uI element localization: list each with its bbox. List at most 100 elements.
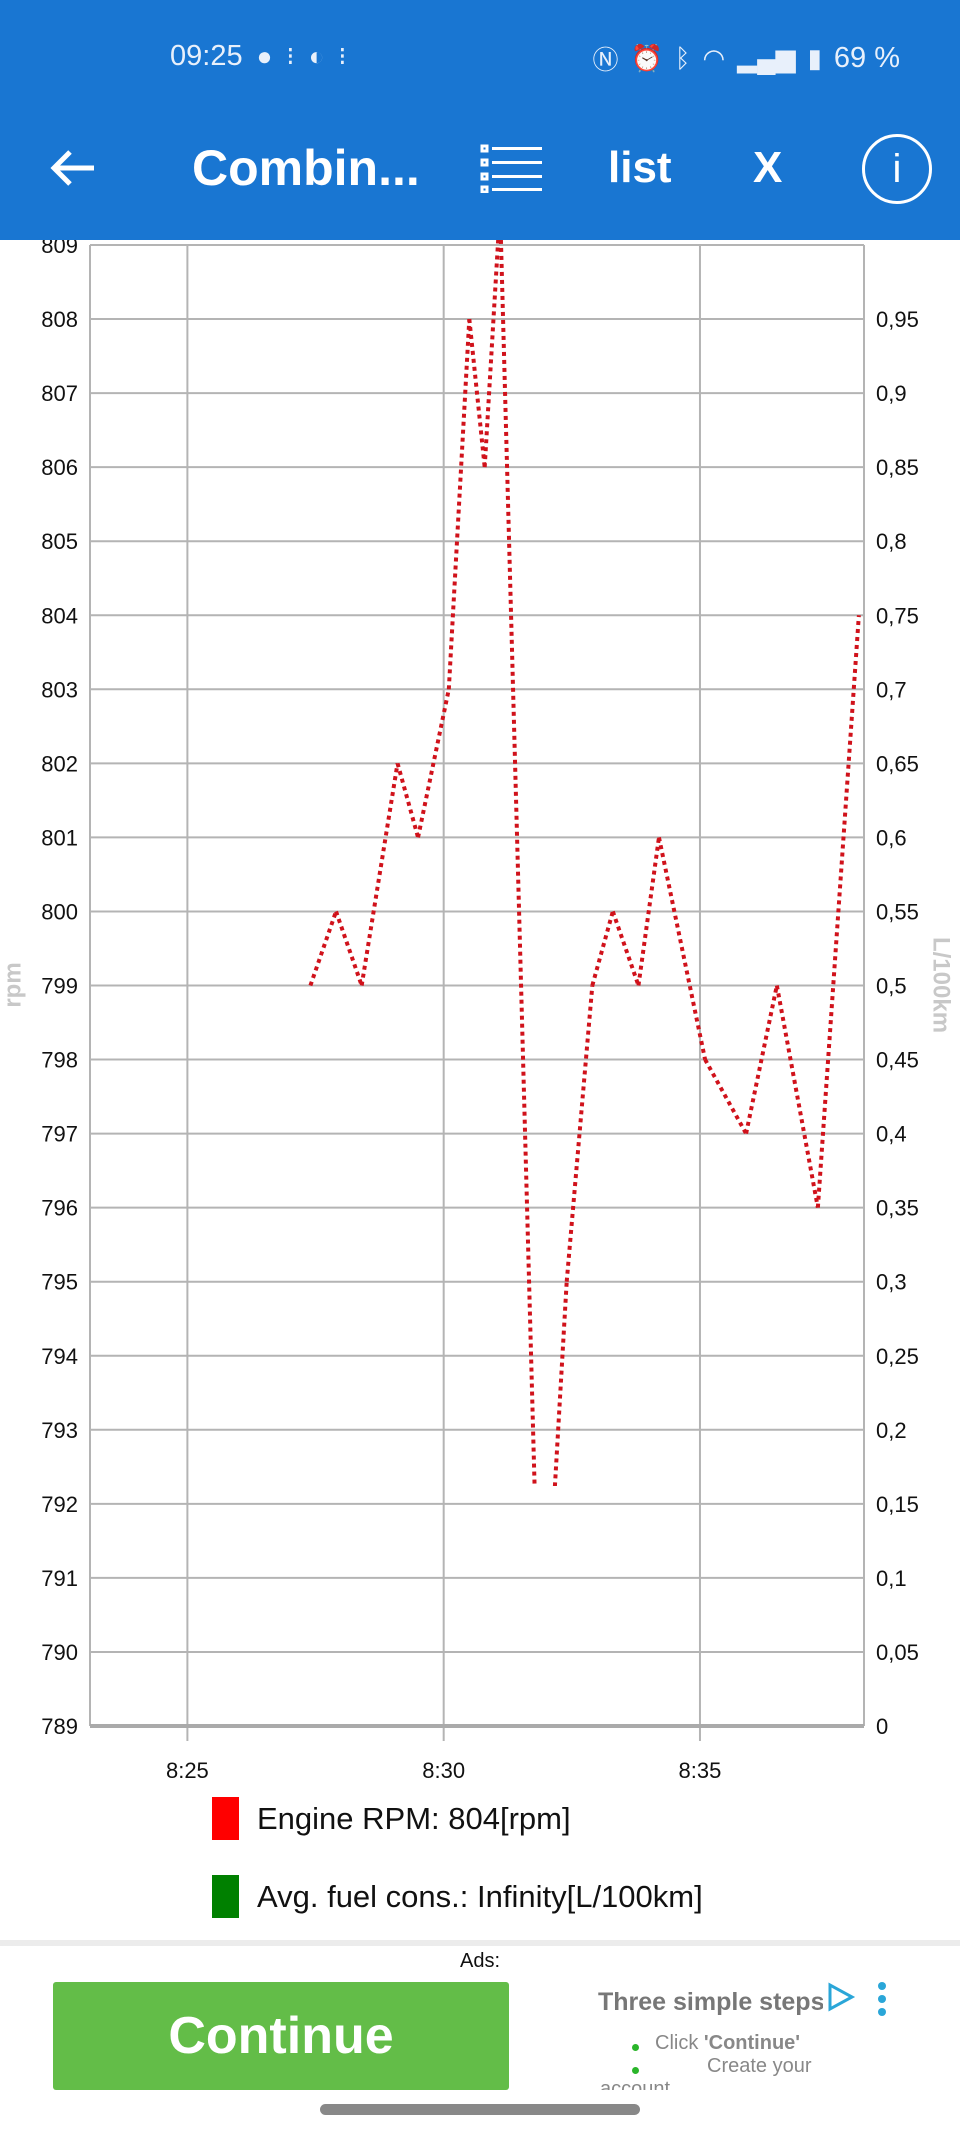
right-tick-label: 0,35 [876,1196,919,1221]
list-view-button[interactable] [480,130,544,206]
left-tick-label: 790 [41,1640,78,1665]
sync-icon: ◐ [308,41,325,71]
right-axis-title: L/100km [928,937,955,1033]
ad-step-2: Create your [707,2055,812,2077]
rpm-line-segment [359,763,400,986]
right-tick-label: 0,45 [876,1048,919,1073]
ad-step-1: Click 'Continue' [655,2032,800,2055]
right-tick-label: 0,3 [876,1270,907,1295]
rpm-line-segment [308,910,338,987]
adchoices-icon[interactable] [826,1982,856,2012]
left-tick-label: 798 [41,1048,78,1073]
right-tick-label: 0,4 [876,1122,907,1147]
signal-icon: ▂▄▆ [737,43,796,73]
clock: 09:25 [170,40,243,72]
rpm-line-segment [744,985,779,1135]
rpm-line-segment [703,1058,748,1135]
right-tick-label: 0,25 [876,1344,919,1369]
bullet-icon [632,2044,639,2051]
list-button[interactable]: list [608,143,672,192]
ad-title[interactable]: Three simple steps [598,1988,823,2016]
legend-label: Engine RPM: 804[rpm] [257,1800,571,1836]
left-tick-label: 793 [41,1418,78,1443]
left-tick-label: 796 [41,1196,78,1221]
bullet-icon [632,2067,639,2074]
left-tick-label: 795 [41,1270,78,1295]
x-tick-label: 8:25 [166,1758,209,1783]
info-button[interactable]: i [862,134,932,204]
rpm-line-segment [334,910,364,987]
left-tick-label: 809 [41,240,78,258]
left-tick-label: 791 [41,1566,78,1591]
legend-swatch-green [212,1875,239,1918]
right-tick-label: 0,5 [876,974,907,999]
right-tick-label: 0,85 [876,455,919,480]
rpm-line-segment [482,240,501,468]
legend-item-fuel: Avg. fuel cons.: Infinity[L/100km] [212,1875,703,1918]
x-tick-label: 8:30 [422,1758,465,1783]
ad-step-1-bold: 'Continue' [703,2032,801,2054]
rpm-line-segment [395,762,420,838]
close-button[interactable]: X [753,143,783,192]
rpm-line-segment [564,985,595,1282]
left-tick-label: 805 [41,529,78,554]
left-tick-label: 792 [41,1492,78,1517]
left-tick-label: 800 [41,899,78,924]
combined-chart: 789 790 791 792 793 794 795 796 797 798 799 800 801 8… [0,240,955,1783]
rpm-line-segment [774,985,820,1209]
back-arrow-icon [50,150,94,186]
divider [0,1940,960,1946]
right-tick-label: 0,15 [876,1492,919,1517]
rpm-line-segment [657,836,708,1060]
status-bar-right: Ⓝ ⏰ ᛒ ◠ ▂▄▆ ▮ 69 % [592,40,900,77]
rpm-line-segment [590,910,615,987]
right-tick-label: 0,8 [876,529,907,554]
home-indicator[interactable] [320,2104,640,2115]
ads-label: Ads: [459,1950,501,1972]
right-tick-label: 0,65 [876,751,919,776]
status-bar-left: 09:25 ● ⁝ ◐ ⁝ [170,40,347,73]
rpm-line-segment [446,318,472,690]
wifi-icon: ◠ [702,43,726,73]
ad-step-1-text: Click [655,2032,704,2054]
list-icon [480,144,542,193]
legend-item-rpm: Engine RPM: 804[rpm] [212,1797,571,1840]
left-tick-label: 799 [41,974,78,999]
right-tick-label: 0,55 [876,899,919,924]
left-axis-title: rpm [0,962,26,1007]
chat-icon: ● [256,41,273,71]
steps-icon: ⁝ [338,41,347,71]
steps-icon: ⁝ [286,41,295,71]
left-tick-label: 797 [41,1122,78,1147]
rpm-line-segment [498,240,537,1486]
app-bar: 09:25 ● ⁝ ◐ ⁝ Ⓝ ⏰ ᛒ ◠ ▂▄▆ ▮ 69 % Combin.… [0,0,960,240]
info-icon: i [892,146,902,191]
right-tick-label: 0,1 [876,1566,907,1591]
rpm-line-segment [815,615,861,1208]
ad-menu-icon[interactable] [878,1982,886,2016]
right-tick-label: 0,2 [876,1418,907,1443]
right-tick-label: 0,9 [876,381,907,406]
page-title: Combin... [192,140,420,196]
legend-swatch-red [212,1797,239,1840]
right-tick-label: 0 [876,1714,888,1739]
right-tick-label: 0,75 [876,603,919,628]
back-button[interactable] [48,130,96,206]
right-tick-label: 0,6 [876,825,907,850]
rpm-line-segment [416,688,451,838]
alarm-icon: ⏰ [630,43,663,73]
left-tick-label: 802 [41,751,78,776]
left-tick-label: 804 [41,603,78,628]
rpm-line-segment [552,1281,569,1486]
nfc-icon: Ⓝ [592,45,619,75]
right-tick-label: 0,05 [876,1640,919,1665]
left-tick-label: 808 [41,307,78,332]
ad-continue-button[interactable]: Continue [53,1982,509,2090]
x-tick-label: 8:35 [679,1758,722,1783]
bluetooth-icon: ᛒ [674,43,691,73]
left-tick-label: 806 [41,455,78,480]
ad-step-3: account [600,2078,671,2090]
left-tick-label: 794 [41,1344,78,1369]
left-tick-label: 801 [41,825,78,850]
rpm-line-segment [636,837,661,986]
